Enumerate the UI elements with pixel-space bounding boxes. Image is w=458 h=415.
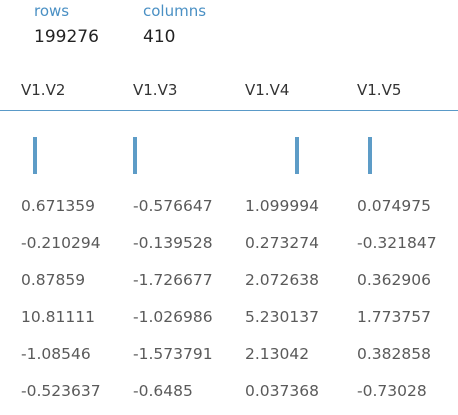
column-header-v1-v2[interactable]: V1.V2 [21,81,66,99]
table-cell: -0.210294 [21,234,101,252]
table-cell: -1.726677 [133,271,213,289]
table-cell: 1.773757 [357,308,431,326]
table-cell: -0.73028 [357,382,427,400]
table-cell: 10.81111 [21,308,95,326]
header-divider [0,110,458,111]
columns-label: columns [143,2,207,20]
table-cell: -1.026986 [133,308,213,326]
table-cell: 0.273274 [245,234,319,252]
histogram-bar-v1-v3[interactable] [133,137,137,174]
table-cell: 0.671359 [21,197,95,215]
table-cell: -1.573791 [133,345,213,363]
column-header-v1-v3[interactable]: V1.V3 [133,81,178,99]
column-header-v1-v4[interactable]: V1.V4 [245,81,290,99]
table-cell: 0.362906 [357,271,431,289]
table-cell: -0.321847 [357,234,437,252]
table-cell: -0.523637 [21,382,101,400]
table-cell: 1.099994 [245,197,319,215]
column-header-v1-v5[interactable]: V1.V5 [357,81,402,99]
histogram-bar-v1-v4[interactable] [295,137,299,174]
table-cell: -0.6485 [133,382,193,400]
table-cell: 0.074975 [357,197,431,215]
rows-label: rows [34,2,70,20]
table-cell: 2.072638 [245,271,319,289]
table-cell: -0.576647 [133,197,213,215]
table-cell: -0.139528 [133,234,213,252]
rows-count: 199276 [34,27,99,47]
table-cell: 5.230137 [245,308,319,326]
histogram-bar-v1-v2[interactable] [33,137,37,174]
table-cell: 0.87859 [21,271,86,289]
table-cell: 0.382858 [357,345,431,363]
table-cell: 2.13042 [245,345,310,363]
histogram-bar-v1-v5[interactable] [368,137,372,174]
table-cell: 0.037368 [245,382,319,400]
columns-count: 410 [143,27,176,47]
table-cell: -1.08546 [21,345,91,363]
